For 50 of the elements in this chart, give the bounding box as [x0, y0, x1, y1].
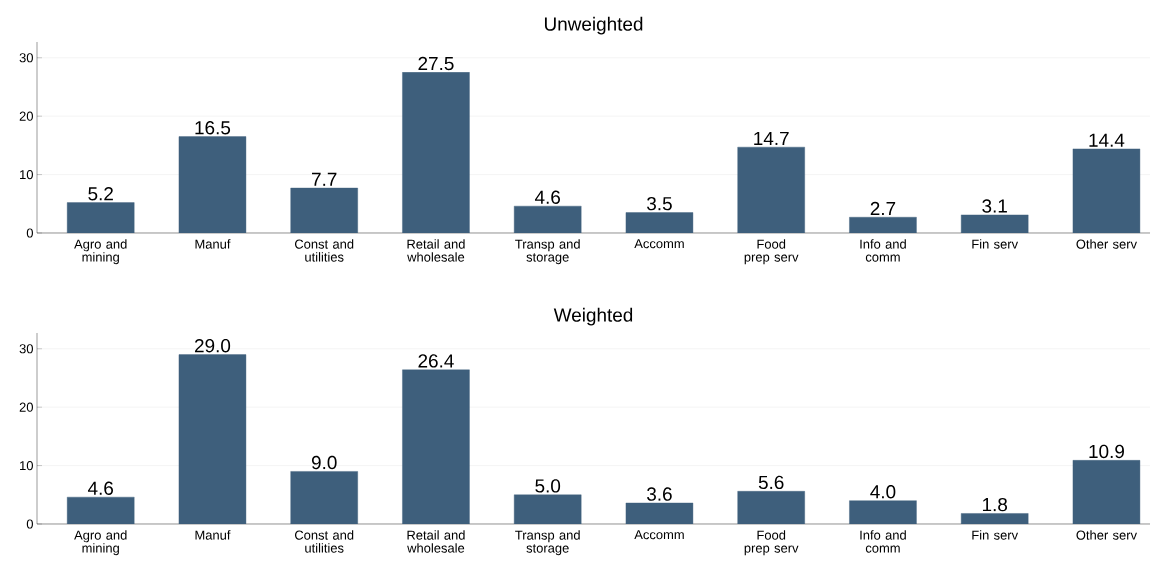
- data-label: 27.5: [418, 56, 454, 71]
- data-label: 29.0: [194, 339, 231, 353]
- y-tick-label: 30: [19, 53, 33, 63]
- data-label: 3.5: [647, 196, 672, 211]
- data-label: 14.7: [754, 131, 789, 145]
- data-label: 16.5: [195, 121, 231, 135]
- x-tick-label: Retail and wholesale: [407, 530, 465, 553]
- data-label: 1.8: [982, 497, 1008, 512]
- data-label: 3.1: [982, 199, 1007, 213]
- data-label: 7.7: [312, 172, 337, 186]
- data-label: 14.4: [1089, 133, 1125, 147]
- data-label: 5.6: [758, 475, 784, 490]
- x-tick-label: Accomm: [634, 239, 684, 249]
- x-tick-label: Transp and storage: [515, 239, 580, 265]
- y-tick-label: 10: [20, 170, 33, 180]
- x-tick-label: Food prep serv: [744, 239, 799, 265]
- x-tick-label: Fin serv: [972, 239, 1019, 249]
- x-tick-label: Other serv: [1076, 530, 1137, 540]
- data-label: 5.0: [535, 479, 561, 493]
- y-tick-label: 0: [26, 519, 33, 529]
- y-tick-label: 20: [19, 111, 33, 121]
- x-tick-label: Other serv: [1076, 239, 1137, 249]
- x-tick-label: Info and comm: [860, 530, 906, 553]
- data-label: 26.4: [418, 354, 454, 368]
- data-label: 9.0: [311, 455, 337, 470]
- y-tick-label: 0: [26, 228, 33, 238]
- data-label: 2.7: [870, 201, 896, 216]
- data-label: 10.9: [1089, 444, 1124, 459]
- data-label: 5.2: [88, 187, 113, 201]
- x-tick-label: Transp and storage: [515, 530, 580, 556]
- x-tick-label: Manuf: [195, 239, 231, 249]
- y-tick-label: 20: [19, 402, 33, 412]
- x-tick-label: Fin serv: [972, 530, 1019, 540]
- data-label: 4.0: [870, 485, 896, 499]
- x-tick-label: Accomm: [634, 530, 684, 540]
- x-tick-label: Retail and wholesale: [407, 239, 465, 262]
- x-tick-label: Const and utilities: [294, 530, 354, 553]
- chart-title: Weighted: [553, 307, 633, 326]
- data-label: 4.6: [534, 190, 561, 204]
- x-tick-label: Food prep serv: [744, 530, 799, 556]
- data-label: 4.6: [87, 481, 114, 495]
- data-label: 3.6: [647, 487, 672, 501]
- x-tick-label: Const and utilities: [294, 239, 354, 262]
- y-tick-label: 30: [19, 344, 33, 354]
- x-tick-label: Agro and mining: [74, 530, 127, 556]
- x-tick-label: Info and comm: [860, 239, 906, 262]
- x-tick-label: Agro and mining: [74, 239, 127, 265]
- y-tick-label: 10: [20, 461, 33, 471]
- chart-title: Unweighted: [544, 16, 643, 35]
- x-tick-label: Manuf: [195, 530, 231, 540]
